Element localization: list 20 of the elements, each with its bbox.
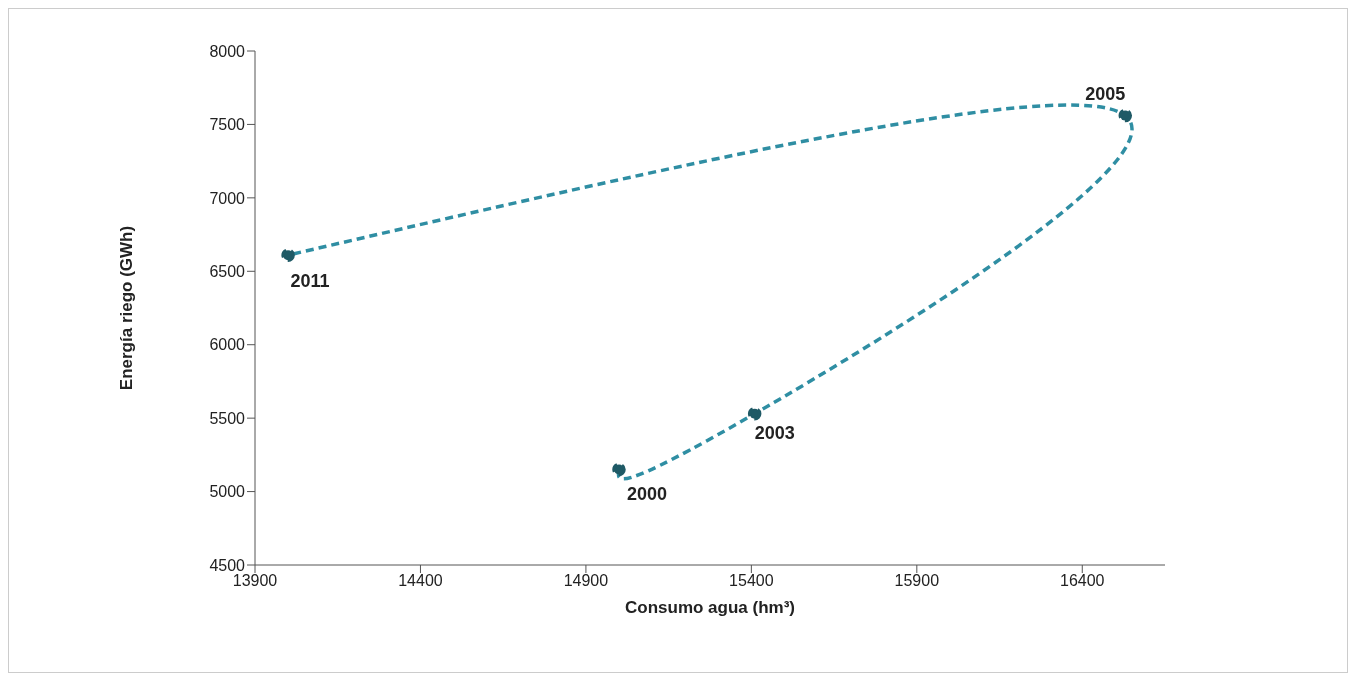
annotation: 2003	[754, 422, 795, 443]
y-axis-title: Energía riego (GWh)	[117, 225, 137, 391]
annotation: 2005	[1085, 83, 1126, 104]
x-tick-label: 15900	[894, 572, 940, 590]
y-tick-label: 8000	[209, 42, 246, 60]
x-tick-label: 15400	[729, 572, 774, 590]
annotation: 2011	[290, 271, 330, 292]
x-tick-label: 14400	[398, 572, 443, 590]
y-tick-label: 6000	[209, 336, 246, 354]
x-axis-title: Consumo agua (hm³)	[625, 598, 795, 617]
y-tick-label: 4500	[209, 556, 246, 574]
y-tick-label: 7500	[209, 116, 246, 134]
y-tick-label: 7000	[209, 189, 246, 207]
x-tick-label: 14900	[563, 572, 609, 590]
y-tick-label: 5000	[209, 483, 246, 501]
y-tick-label: 5500	[209, 409, 246, 427]
y-tick-label: 6500	[209, 262, 246, 280]
annotation: 2000	[626, 483, 668, 504]
x-tick-label: 16400	[1060, 572, 1105, 590]
x-tick-label: 13900	[232, 572, 278, 590]
